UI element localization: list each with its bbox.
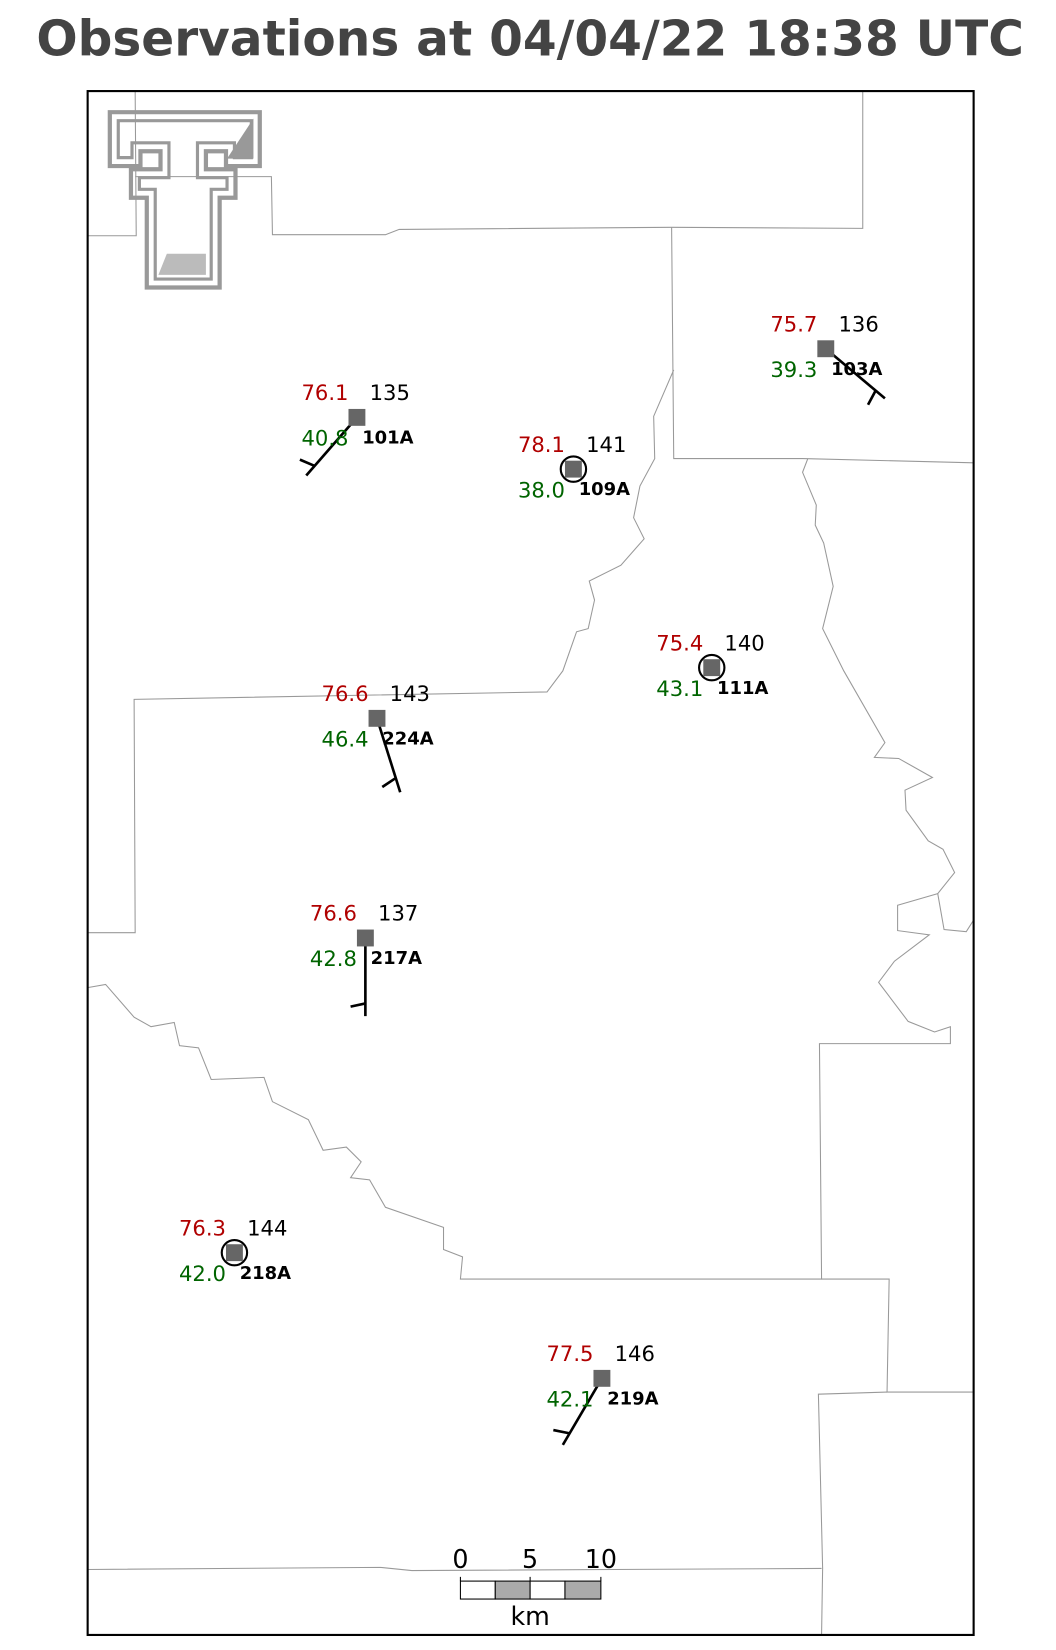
station-id: 101A — [362, 428, 413, 449]
dewpoint: 46.4 — [322, 727, 369, 752]
wind-barb — [561, 1377, 604, 1446]
stations: 76.1 135 40.8 101A 78.1 141 38.0 109A 75.7 136 39.… — [179, 312, 886, 1446]
station-value: 136 — [838, 312, 878, 337]
temperature: 76.3 — [179, 1215, 226, 1240]
temperature: 76.6 — [322, 681, 369, 706]
station-id: 217A — [371, 948, 422, 969]
station-value: 137 — [378, 901, 418, 926]
station-id: 103A — [831, 359, 882, 380]
temperature: 75.7 — [770, 312, 817, 337]
temperature: 75.4 — [656, 630, 703, 655]
station-marker — [356, 929, 374, 947]
scale-label: 5 — [522, 1544, 538, 1574]
station-value: 143 — [390, 681, 430, 706]
station-id: 218A — [240, 1263, 291, 1284]
wind-barb — [824, 347, 886, 400]
temperature: 76.1 — [301, 380, 348, 405]
station-marker — [225, 1244, 243, 1262]
station-marker — [564, 460, 582, 478]
scale-label: 0 — [452, 1544, 468, 1574]
dewpoint: 42.0 — [179, 1261, 226, 1286]
station-marker — [593, 1369, 611, 1387]
station-value: 135 — [370, 380, 410, 405]
calm-circle — [698, 653, 726, 682]
dewpoint: 42.8 — [310, 946, 357, 971]
station-id: 111A — [717, 678, 768, 699]
wind-barb-tick — [350, 1002, 366, 1008]
temperature: 76.6 — [310, 901, 357, 926]
dewpoint: 40.8 — [301, 426, 348, 451]
station-marker — [348, 408, 366, 426]
station-value: 144 — [247, 1215, 287, 1240]
dewpoint: 38.0 — [518, 477, 565, 502]
dewpoint: 39.3 — [770, 357, 817, 382]
map-frame — [86, 90, 975, 1637]
calm-circle — [559, 455, 588, 483]
dewpoint: 43.1 — [656, 676, 703, 701]
title: Observations at 04/04/22 18:38 UTC — [36, 12, 1024, 68]
calm-circle — [220, 1238, 249, 1267]
station-marker — [817, 340, 835, 358]
station-value: 146 — [615, 1341, 655, 1366]
county-lines — [87, 91, 975, 1635]
scale-bar: 0 5 10 km — [452, 1544, 617, 1631]
scale-unit: km — [510, 1601, 549, 1631]
station-id: 219A — [607, 1388, 658, 1409]
temperature: 77.5 — [546, 1341, 593, 1366]
wind-barb-tick — [299, 458, 316, 468]
station-value: 141 — [586, 432, 626, 457]
logo — [107, 110, 262, 290]
station-id: 109A — [579, 479, 630, 500]
scale-label: 10 — [585, 1544, 617, 1574]
wind-barb-tick — [553, 1428, 570, 1435]
station-value: 140 — [724, 630, 764, 655]
temperature: 78.1 — [518, 432, 565, 457]
dewpoint: 42.1 — [546, 1387, 593, 1412]
wind-barb-tick — [381, 777, 396, 789]
station-id: 224A — [382, 728, 433, 749]
station-marker — [703, 659, 721, 677]
wind-barb-tick — [866, 390, 877, 406]
station-marker — [368, 709, 386, 727]
wind-barb — [375, 717, 402, 793]
